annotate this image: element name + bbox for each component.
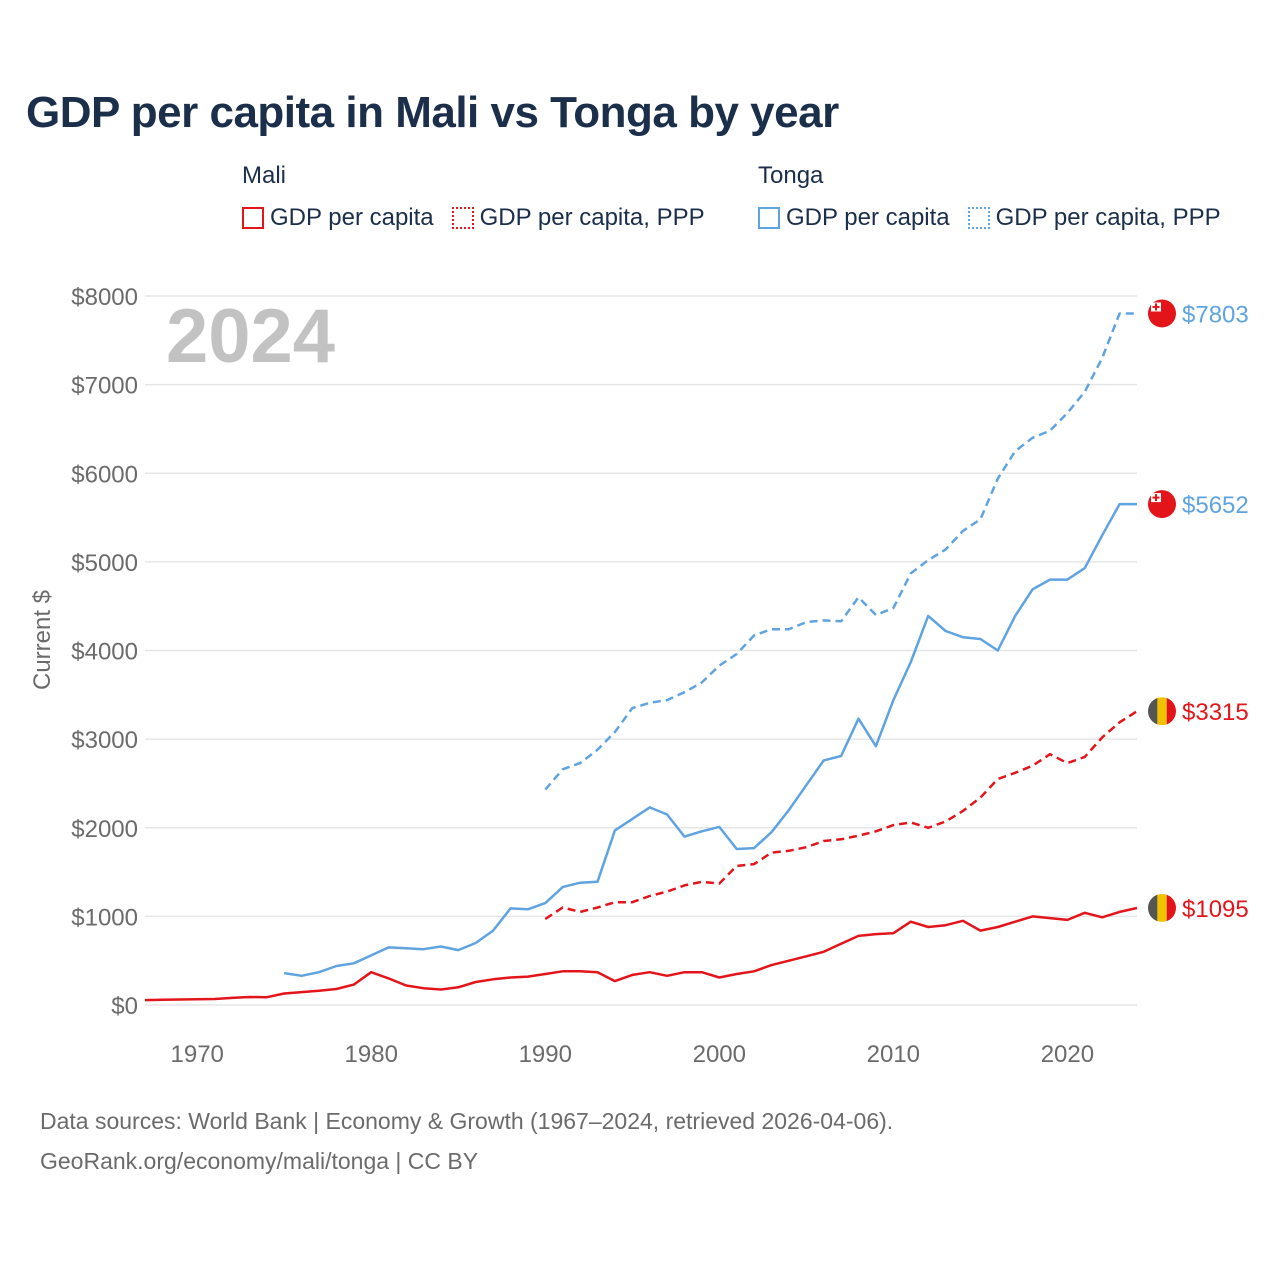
end-value-label: $5652 (1182, 492, 1249, 519)
x-tick-label: 2010 (867, 1041, 920, 1068)
series-line-mali-gdp-per-capita-ppp (544, 710, 1138, 921)
y-tick-label: $2000 (71, 816, 138, 843)
series-line-mali-gdp-per-capita (144, 906, 1138, 1002)
x-tick-label: 1980 (345, 1041, 398, 1068)
legend-item-mali-gdp[interactable]: GDP per capita (242, 204, 434, 232)
y-tick-label: $7000 (71, 373, 138, 400)
legend-country-tonga: Tonga (758, 162, 824, 189)
mali-flag-icon (1148, 893, 1176, 922)
legend-item-mali-gdp-ppp[interactable]: GDP per capita, PPP (451, 204, 705, 232)
legend-label: GDP per capita (786, 204, 950, 231)
x-tick-label: 2000 (693, 1041, 746, 1068)
legend-country-mali: Mali (242, 162, 287, 189)
x-tick-label: 2020 (1041, 1041, 1094, 1068)
legend-item-tonga-gdp[interactable]: GDP per capita (758, 204, 950, 232)
y-axis-label: Current $ (29, 590, 56, 690)
legend-label: GDP per capita, PPP (995, 204, 1221, 231)
legend-label: GDP per capita, PPP (479, 204, 705, 231)
legend-group-mali: Mali GDP per capita GDP per capita, PPP (242, 162, 705, 232)
x-axis-ticks: 1970 1980 1990 2000 2010 2020 (171, 1041, 1095, 1068)
y-axis-ticks: $0 $1000 $2000 $3000 $4000 $5000 $6000 $7000 $80… (71, 284, 138, 1020)
legend-swatch-dotted-icon (451, 207, 474, 229)
legend-group-tonga: Tonga GDP per capita GDP per capita, PPP (758, 162, 1221, 232)
tonga-flag-icon (1148, 490, 1176, 519)
end-value-label: $7803 (1182, 301, 1249, 328)
legend-swatch-solid-icon (758, 207, 780, 229)
series-line-tonga-gdp-per-capita (284, 502, 1137, 978)
legend-label: GDP per capita (270, 204, 434, 231)
y-tick-label: $6000 (71, 461, 138, 488)
end-labels: $7803 $5652 $3315 $1095 (1148, 299, 1249, 923)
footer-link[interactable]: GeoRank.org/economy/mali/tonga | CC BY (40, 1148, 479, 1174)
end-value-label: $3315 (1182, 699, 1249, 726)
y-tick-label: $4000 (71, 639, 138, 666)
y-tick-label: $8000 (71, 284, 138, 311)
y-tick-label: $5000 (71, 550, 138, 577)
y-tick-label: $3000 (71, 727, 138, 754)
page-title: GDP per capita in Mali vs Tonga by year (26, 88, 839, 137)
legend-swatch-solid-icon (242, 207, 264, 229)
gridlines (145, 295, 1137, 1006)
x-tick-label: 1990 (519, 1041, 572, 1068)
series-lines (144, 312, 1138, 1002)
legend-item-tonga-gdp-ppp[interactable]: GDP per capita, PPP (967, 204, 1221, 232)
footer-sources: Data sources: World Bank | Economy & Gro… (40, 1108, 894, 1134)
legend-swatch-dotted-icon (967, 207, 990, 229)
tonga-flag-icon (1148, 299, 1176, 328)
y-tick-label: $0 (111, 993, 138, 1020)
y-tick-label: $1000 (71, 904, 138, 931)
current-year-label: 2024 (166, 294, 335, 379)
series-line-tonga-gdp-per-capita-ppp (544, 312, 1137, 791)
x-tick-label: 1970 (171, 1041, 224, 1068)
mali-flag-icon (1148, 697, 1176, 726)
end-value-label: $1095 (1182, 896, 1249, 923)
